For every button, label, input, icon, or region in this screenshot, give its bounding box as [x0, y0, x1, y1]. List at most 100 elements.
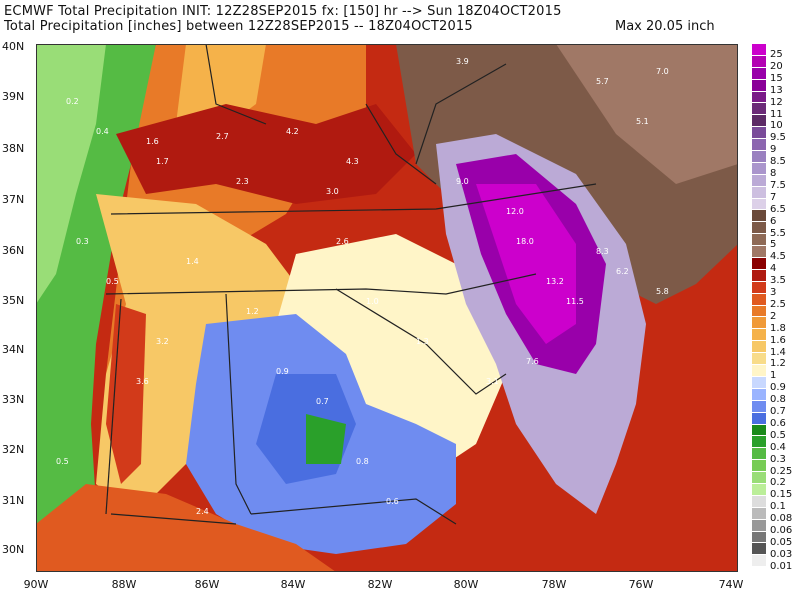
- legend-level-label: 1.8: [770, 322, 786, 334]
- legend-swatch: [752, 234, 766, 247]
- precip-value-label: 1.4: [186, 257, 199, 266]
- legend-level-label: 9: [770, 144, 777, 156]
- precipitation-map: 0.2 0.4 1.6 2.7 4.2 3.9 5.7 7.0 0.3 0.5 1.7 2.3 3.0 4…: [36, 44, 738, 572]
- precip-value-label: 0.5: [106, 277, 119, 286]
- legend-swatch: [752, 115, 766, 128]
- precip-value-label: 2.3: [236, 177, 249, 186]
- legend-level-label: 0.2: [770, 477, 786, 489]
- precip-value-label: 4.3: [346, 157, 359, 166]
- legend-level-label: 0.05: [770, 536, 793, 548]
- precip-value-label: 5.8: [656, 287, 669, 296]
- legend-level-label: 10: [770, 120, 783, 132]
- light-brown-region: [556, 44, 738, 184]
- legend-swatch: [752, 531, 766, 544]
- legend-swatch: [752, 258, 766, 270]
- lon-label: 88W: [111, 578, 137, 591]
- legend-swatch: [752, 376, 766, 389]
- precip-value-label: 9.0: [456, 177, 469, 186]
- legend-level-label: 5.5: [770, 227, 786, 239]
- value-labels: 0.2 0.4 1.6 2.7 4.2 3.9 5.7 7.0 0.3 0.5 1.7 2.3 3.0 4…: [56, 57, 669, 516]
- legend-level-label: 13: [770, 84, 783, 96]
- legend-level-label: 1.6: [770, 334, 786, 346]
- legend-level-label: 0.5: [770, 429, 786, 441]
- precip-value-label: 2.4: [196, 507, 209, 516]
- precip-value-label: 1.2: [246, 307, 259, 316]
- precip-value-label: 7.6: [526, 357, 539, 366]
- precip-value-label: 3.0: [326, 187, 339, 196]
- precip-value-label: 7.0: [656, 67, 669, 76]
- legend-level-label: 0.6: [770, 417, 786, 429]
- legend-swatch: [752, 67, 766, 80]
- precip-value-label: 4.2: [286, 127, 299, 136]
- legend-swatch: [752, 507, 766, 520]
- legend-level-label: 0.06: [770, 525, 793, 536]
- legend-swatch: [752, 353, 766, 366]
- legend-level-label: 15: [770, 72, 783, 84]
- legend-level-label: 6.5: [770, 203, 786, 215]
- legend-level-label: 3: [770, 287, 777, 298]
- lon-label: 78W: [541, 578, 567, 591]
- legend-level-label: 2.5: [770, 298, 786, 310]
- precip-value-label: 3.9: [456, 57, 469, 66]
- red-band-alabama: [106, 304, 146, 484]
- legend-level-label: 25: [770, 49, 783, 60]
- precip-value-label: 0.2: [66, 97, 79, 106]
- legend-level-label: 20: [770, 60, 783, 72]
- legend-level-label: 0.03: [770, 548, 793, 560]
- legend-level-label: 4.5: [770, 251, 786, 263]
- legend-swatch: [752, 103, 766, 116]
- legend-swatch: [752, 483, 766, 496]
- legend-level-label: 0.01: [770, 560, 793, 572]
- precip-value-label: 0.7: [316, 397, 329, 406]
- legend-level-label: 7: [770, 191, 777, 203]
- legend-swatch: [752, 79, 766, 92]
- map-frame: [36, 44, 738, 572]
- lat-label: 34N: [2, 343, 25, 356]
- legend-level-label: 0.08: [770, 513, 793, 525]
- legend-level-label: 0.15: [770, 489, 793, 501]
- precip-value-label: 18.0: [516, 237, 534, 246]
- color-legend: [752, 44, 766, 568]
- lon-label: 84W: [280, 578, 306, 591]
- legend-level-label: 2: [770, 310, 777, 322]
- legend-swatch: [752, 400, 766, 413]
- yellow-region-central: [96, 194, 296, 514]
- precip-value-label: 0.5: [56, 457, 69, 466]
- lat-label: 30N: [2, 543, 25, 556]
- lat-label: 39N: [2, 90, 25, 103]
- precip-value-label: 3.6: [136, 377, 149, 386]
- lat-label: 33N: [2, 393, 25, 406]
- precip-value-label: 3.1: [486, 377, 499, 386]
- legend-swatch: [752, 495, 766, 508]
- legend-level-label: 5: [770, 239, 777, 251]
- lon-label: 82W: [367, 578, 393, 591]
- legend-level-label: 8: [770, 168, 777, 179]
- legend-level-label: 1.4: [770, 346, 786, 358]
- legend-level-label: 0.3: [770, 453, 786, 465]
- precip-value-label: 6.2: [616, 267, 629, 276]
- map-title-line-1: ECMWF Total Precipitation INIT: 12Z28SEP…: [4, 4, 562, 19]
- lat-label: 35N: [2, 294, 25, 307]
- precip-value-label: 11.5: [566, 297, 584, 306]
- lat-label: 37N: [2, 193, 25, 206]
- legend-swatch: [752, 210, 766, 223]
- lat-label: 36N: [2, 244, 25, 257]
- legend-swatch: [752, 139, 766, 152]
- dark-red-appalachian: [116, 104, 416, 204]
- legend-swatch: [752, 127, 766, 140]
- legend-level-label: 3.5: [770, 275, 786, 287]
- legend-swatch: [752, 543, 766, 556]
- orange-region-gulf: [36, 484, 336, 572]
- lon-label: 90W: [23, 578, 49, 591]
- legend-level-label: 0.1: [770, 501, 786, 513]
- legend-swatch: [752, 44, 766, 56]
- legend-swatch: [752, 269, 766, 282]
- legend-level-label: 0.9: [770, 382, 786, 394]
- lon-label: 86W: [194, 578, 220, 591]
- legend-swatch: [752, 388, 766, 401]
- precip-value-label: 0.3: [76, 237, 89, 246]
- legend-swatch: [752, 281, 766, 294]
- lon-label: 76W: [628, 578, 654, 591]
- legend-level-label: 1: [770, 370, 777, 382]
- precip-value-label: 0.6: [386, 497, 399, 506]
